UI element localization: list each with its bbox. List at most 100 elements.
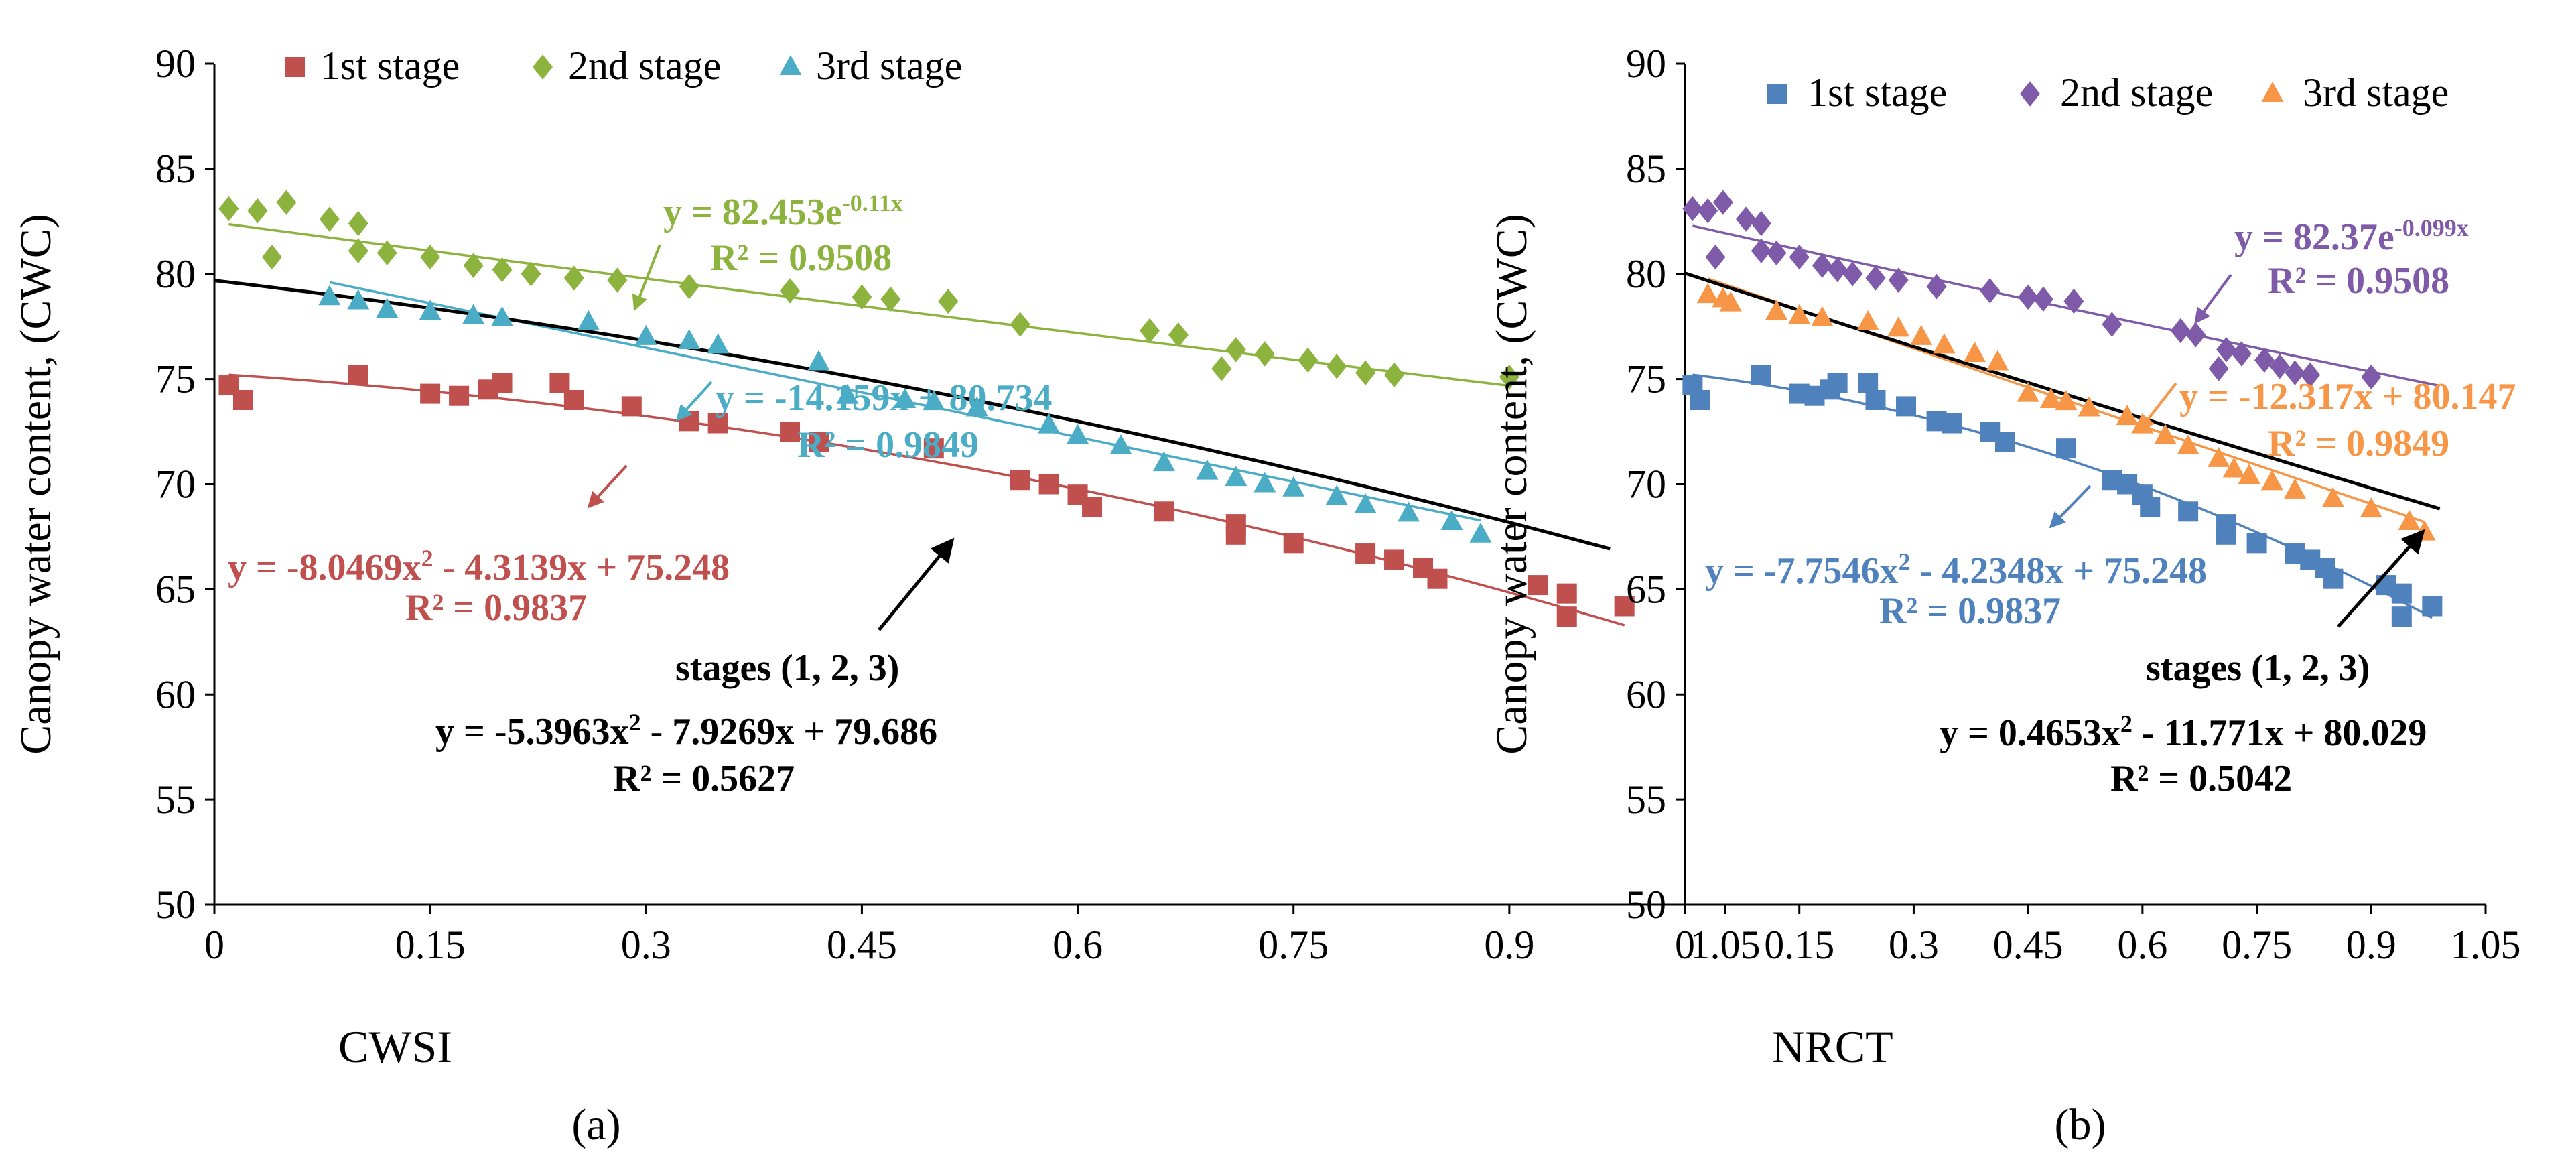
data-point [1355, 543, 1376, 564]
data-point [2178, 501, 2199, 522]
equation-stage2-superscript: -0.11x [842, 190, 903, 216]
y-tick-label: 65 [1626, 567, 1666, 611]
data-point [1865, 390, 1886, 410]
data-point [836, 383, 859, 404]
data-point [1225, 524, 1246, 545]
x-tick-label: 0.3 [621, 923, 671, 967]
data-point [1705, 244, 1726, 270]
x-tick-label: 0.15 [395, 923, 466, 967]
trendline-2nd-stage [1692, 224, 2441, 387]
data-point [1010, 312, 1030, 337]
data-point [1067, 424, 1089, 444]
data-point [377, 240, 397, 266]
data-point [1109, 434, 1132, 455]
y-tick-label: 85 [155, 147, 196, 191]
data-point [1254, 341, 1275, 367]
equation-stage1-main: y = -8.0469x [228, 547, 421, 588]
equation-stage3: y = -14.159x + 80.734 [716, 377, 1052, 419]
data-point [1842, 261, 1863, 287]
data-point [1812, 253, 1832, 278]
equation-overall-main: y = 0.4653x [1940, 712, 2120, 754]
r2-overall: R² = 0.5042 [2110, 758, 2292, 799]
data-point [261, 244, 282, 270]
data-point [1789, 244, 1810, 270]
series-2nd-stage [1682, 190, 2382, 390]
data-point [1154, 501, 1174, 522]
x-tick-label: 0.75 [1258, 923, 1329, 967]
legend-label: 1st stage [320, 44, 460, 88]
data-point [347, 289, 370, 310]
data-point [1469, 522, 1492, 543]
data-point [1719, 291, 1742, 312]
y-tick-label: 80 [155, 252, 196, 296]
equation-stage2: y = 82.37e-0.099x [2234, 214, 2469, 258]
equation-stage2-superscript: -0.099x [2394, 214, 2469, 241]
data-point [521, 261, 541, 287]
equation-overall-rest: - 11.771x + 80.029 [2132, 712, 2427, 754]
annotation-arrow [632, 244, 661, 312]
x-tick-label: 0.6 [2117, 923, 2167, 967]
data-point [2321, 487, 2344, 507]
x-tick-label: 0 [204, 923, 224, 967]
annotation-arrow [675, 381, 713, 422]
panel-label: (b) [2055, 1100, 2106, 1149]
x-tick-label: 0.9 [2346, 923, 2396, 967]
data-point [1327, 354, 1347, 379]
data-point [2216, 524, 2237, 545]
data-point [348, 210, 368, 237]
data-point [2017, 381, 2039, 402]
data-point [1980, 278, 2001, 304]
data-point [1499, 364, 1519, 390]
legend-marker [1767, 84, 1787, 104]
data-point [1690, 390, 1710, 410]
equation-overall-superscript: 2 [2120, 710, 2132, 737]
legend-marker [2261, 82, 2284, 102]
data-point [2056, 438, 2077, 459]
data-point [1811, 306, 1834, 326]
data-point [1751, 210, 1771, 237]
equation-stage1-superscript: 2 [1899, 548, 1911, 575]
r2-overall: R² = 0.5627 [613, 758, 795, 799]
legend-marker [2020, 81, 2040, 107]
data-point [780, 278, 801, 304]
series-2nd-stage [218, 190, 1519, 390]
annotation-arrow [878, 537, 955, 631]
r2-stage1: R² = 0.9837 [405, 587, 587, 629]
data-point [1926, 273, 1947, 300]
r2-stage1: R² = 0.9837 [1879, 590, 2061, 632]
data-point [1556, 606, 1577, 627]
equation-stage1-superscript: 2 [421, 545, 433, 572]
data-point [2422, 596, 2443, 617]
data-point [1528, 575, 1548, 596]
data-point [923, 438, 944, 459]
annotation-arrow [2049, 484, 2092, 529]
annotation-arrow [2194, 273, 2232, 324]
data-point [1038, 474, 1059, 495]
data-point [1682, 196, 1703, 222]
data-point [1856, 310, 1879, 330]
data-point [780, 422, 801, 442]
equation-stage1-main: y = -7.7546x [1705, 550, 1899, 592]
r2-stage3: R² = 0.9849 [2268, 423, 2449, 464]
data-point [1354, 493, 1377, 513]
data-point [1225, 336, 1246, 363]
data-point [1888, 267, 1909, 293]
data-point [1168, 322, 1189, 348]
data-point [1384, 362, 1405, 388]
y-tick-label: 70 [155, 462, 196, 507]
data-point [419, 300, 442, 320]
legend-marker [779, 55, 802, 75]
r2-stage2: R² = 0.9508 [2268, 260, 2449, 302]
data-point [2360, 497, 2382, 518]
data-point [1751, 238, 1771, 263]
y-axis-label: Canopy water content, (CWC) [11, 214, 60, 754]
data-point [2260, 470, 2283, 491]
y-tick-label: 75 [155, 357, 196, 401]
equation-stage2-main: y = 82.453e [663, 192, 842, 233]
panel-label: (a) [571, 1100, 620, 1149]
legend-label: 3rd stage [2303, 70, 2449, 115]
equation-stage1-rest: - 4.2348x + 75.248 [1911, 550, 2208, 592]
y-tick-label: 90 [1626, 42, 1666, 86]
x-tick-label: 0.45 [1993, 923, 2063, 967]
equation-stage1: y = -7.7546x2 - 4.2348x + 75.248 [1705, 548, 2207, 592]
